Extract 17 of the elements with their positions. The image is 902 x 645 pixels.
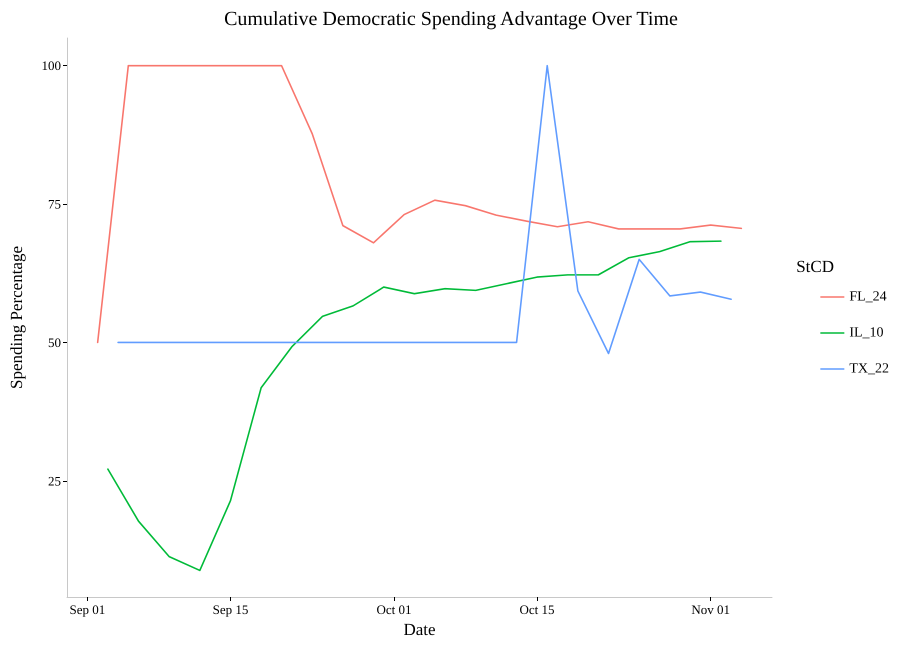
y-tick-label: 25	[48, 473, 61, 488]
y-tick-label: 50	[48, 334, 61, 350]
x-tick-label: Oct 15	[519, 602, 555, 617]
x-axis-title: Date	[403, 620, 436, 639]
y-tick-label: 100	[42, 58, 61, 74]
legend-label: FL_24	[849, 290, 887, 304]
chart-title: Cumulative Democratic Spending Advantage Over Time	[224, 8, 678, 30]
x-tick-label: Nov 01	[691, 602, 730, 617]
legend-label: IL_10	[849, 326, 884, 340]
y-axis-title: Spending Percentage	[7, 246, 26, 390]
x-tick-label: Sep 15	[212, 602, 248, 617]
line-series	[107, 240, 722, 572]
x-tick-label: Sep 01	[70, 602, 106, 617]
y-tick-label: 75	[48, 196, 61, 212]
legend-title: StCD	[796, 257, 834, 276]
legend-label: TX_22	[849, 362, 890, 376]
x-tick-label: Oct 01	[376, 602, 412, 617]
